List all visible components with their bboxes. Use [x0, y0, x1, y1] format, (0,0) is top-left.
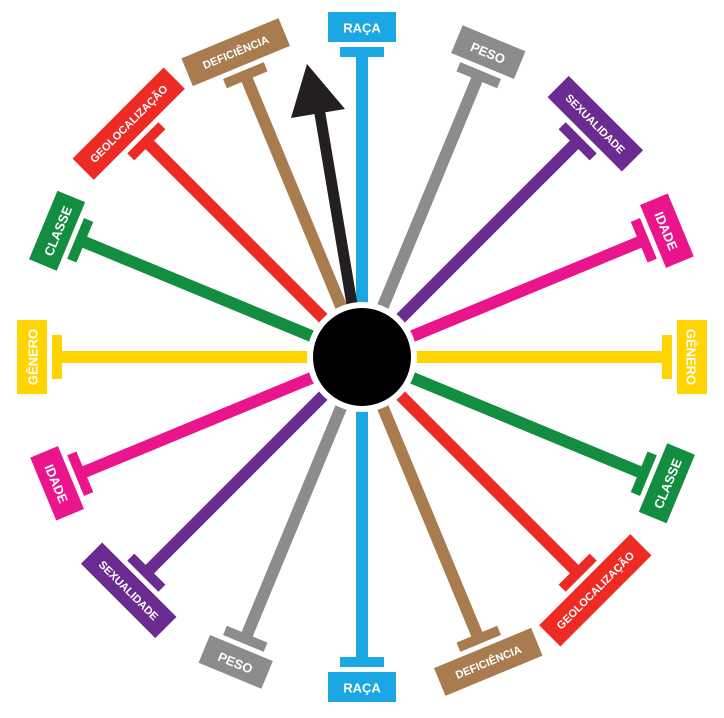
label-text-genero-b: GÊNERO	[26, 329, 41, 385]
label-box-sexualidade-b	[80, 542, 177, 639]
label-genero-a: GÊNERO	[677, 319, 707, 395]
label-box-raca-a	[328, 12, 396, 42]
spoke-cap-idade-b	[67, 451, 94, 496]
spoke-cap-geolocalizacao-b	[127, 122, 166, 161]
label-text-genero-a: GÊNERO	[684, 329, 699, 385]
spoke-cap-deficiencia-a	[456, 625, 501, 652]
label-box-genero-b	[17, 319, 47, 395]
label-raca-b: RAÇA	[328, 672, 396, 702]
spoke-cap-classe-a	[630, 451, 657, 496]
label-raca-a: RAÇA	[328, 12, 396, 42]
label-box-geolocalizacao-b	[72, 67, 185, 180]
label-box-sexualidade-a	[547, 75, 644, 172]
spoke-cap-sexualidade-b	[127, 553, 166, 592]
label-box-deficiencia-a	[434, 627, 543, 696]
label-box-classe-a	[638, 443, 695, 524]
label-box-genero-a	[677, 319, 707, 395]
pointer-arrowhead	[291, 64, 345, 118]
spoke-cap-peso-b	[223, 625, 268, 652]
label-text-raca-b: RAÇA	[343, 681, 381, 696]
label-box-classe-b	[29, 190, 86, 271]
spoke-cap-peso-a	[456, 62, 501, 89]
center-hub	[307, 302, 417, 412]
spoke-cap-deficiencia-b	[223, 62, 268, 89]
label-box-idade-b	[30, 446, 84, 521]
label-box-deficiencia-b	[181, 18, 290, 87]
label-classe-b: CLASSE	[29, 190, 86, 271]
spoke-cap-sexualidade-a	[558, 122, 597, 161]
label-peso-b: PESO	[198, 635, 273, 689]
label-classe-a: CLASSE	[638, 443, 695, 524]
label-peso-a: PESO	[451, 25, 526, 79]
label-box-peso-a	[451, 25, 526, 79]
label-box-geolocalizacao-a	[539, 534, 652, 647]
label-text-raca-a: RAÇA	[343, 21, 381, 36]
label-box-raca-b	[328, 672, 396, 702]
spoke-cap-idade-a	[630, 218, 657, 263]
spoke-cap-classe-b	[67, 218, 94, 263]
label-box-idade-a	[640, 193, 694, 268]
label-genero-b: GÊNERO	[17, 319, 47, 395]
spoke-cap-geolocalizacao-a	[558, 553, 597, 592]
label-box-peso-b	[198, 635, 273, 689]
